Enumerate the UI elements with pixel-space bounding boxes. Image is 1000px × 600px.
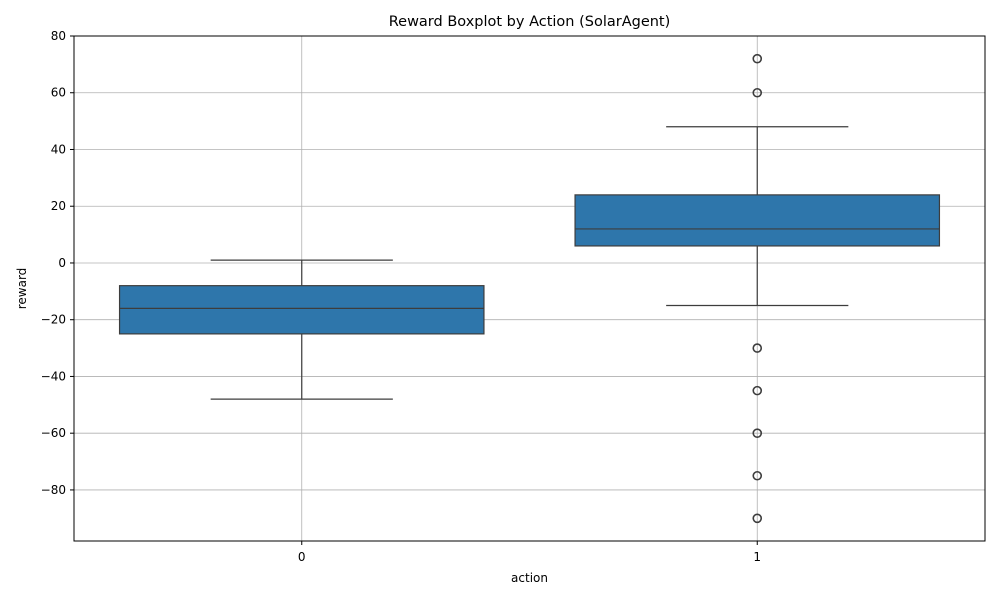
x-tick-label: 1 — [753, 550, 761, 564]
y-tick-label: −60 — [41, 426, 66, 440]
y-tick-label: 0 — [58, 256, 66, 270]
y-tick-label: 40 — [51, 142, 66, 156]
y-tick-label: 60 — [51, 86, 66, 100]
chart-title: Reward Boxplot by Action (SolarAgent) — [389, 14, 671, 30]
iqr-box — [118, 285, 485, 335]
box-1 — [574, 53, 941, 524]
plot-frame — [73, 35, 986, 542]
outlier-point — [752, 53, 763, 64]
iqr-box — [574, 194, 941, 247]
outlier-point — [752, 428, 763, 438]
y-tick-label: −40 — [41, 369, 66, 383]
outlier-point — [752, 470, 763, 481]
y-tick-label: −80 — [41, 483, 66, 497]
outlier-point — [752, 87, 763, 98]
boxes — [118, 53, 941, 524]
outlier-point — [752, 385, 763, 396]
x-axis-title: action — [511, 571, 548, 585]
y-tick-label: −20 — [41, 313, 66, 327]
y-tick-label: 80 — [51, 29, 66, 43]
outlier-point — [752, 513, 763, 524]
x-tick-label: 0 — [298, 550, 306, 564]
outlier-point — [752, 343, 763, 353]
y-axis-title: reward — [15, 268, 29, 310]
y-tick-label: 20 — [51, 199, 66, 213]
box-0 — [118, 259, 485, 400]
axis-ticks: 80 60 40 20 0 −20 −40 −60 −80 0 1 — [41, 29, 761, 564]
